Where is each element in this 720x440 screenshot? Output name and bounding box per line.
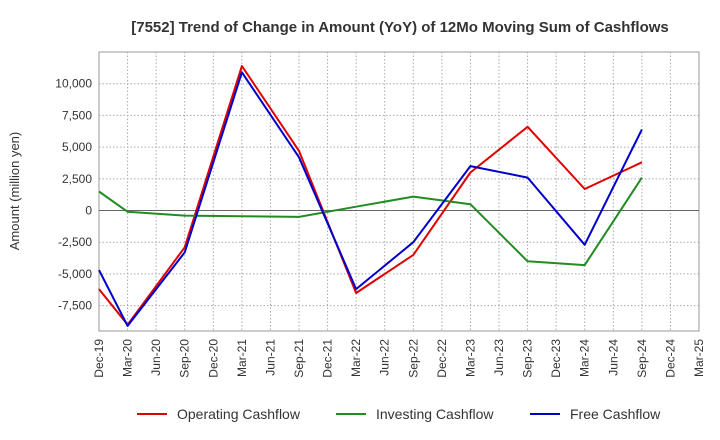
x-axis-tick-labels: Dec-19 Mar-20 Jun-20 Sep-20 Dec-20 Mar-21 Jun-… xyxy=(92,339,706,378)
legend-label: Free Cashflow xyxy=(570,406,661,422)
x-tick-label: Dec-23 xyxy=(549,339,563,378)
x-tick-label: Sep-24 xyxy=(635,339,649,378)
x-tick-label: Sep-22 xyxy=(406,339,420,378)
series-line-operating-cashflow xyxy=(98,65,643,326)
legend-label: Operating Cashflow xyxy=(177,406,301,422)
y-tick-label: 5,000 xyxy=(62,140,92,154)
x-tick-label: Dec-20 xyxy=(206,339,220,378)
x-tick-label: Jun-20 xyxy=(149,339,163,376)
x-tick-label: Mar-25 xyxy=(692,339,706,377)
x-tick-label: Mar-22 xyxy=(349,339,363,377)
series-line-investing-cashflow xyxy=(98,177,643,267)
plot-area xyxy=(98,51,700,332)
series-line-free-cashflow xyxy=(98,71,643,327)
legend-label: Investing Cashflow xyxy=(376,406,494,422)
y-axis-label: Amount (million yen) xyxy=(7,132,22,251)
x-tick-label: Sep-23 xyxy=(521,339,535,378)
x-tick-label: Jun-23 xyxy=(492,339,506,376)
x-tick-label: Mar-21 xyxy=(235,339,249,377)
y-tick-label: -7,500 xyxy=(58,299,92,313)
x-tick-label: Jun-21 xyxy=(263,339,277,376)
series-lines xyxy=(98,65,643,327)
y-axis-tick-labels: -7,500 -5,000 -2,500 0 2,500 5,000 7,500 10,000 xyxy=(55,77,92,313)
x-tick-label: Dec-24 xyxy=(663,339,677,378)
y-tick-label: -5,000 xyxy=(58,267,92,281)
x-tick-label: Dec-19 xyxy=(92,339,106,378)
x-tick-label: Sep-21 xyxy=(292,339,306,378)
y-tick-label: 2,500 xyxy=(62,172,92,186)
y-tick-label: 10,000 xyxy=(55,77,92,91)
legend: Operating Cashflow Investing Cashflow Free… xyxy=(137,406,661,422)
x-tick-label: Dec-21 xyxy=(321,339,335,378)
y-tick-label: -2,500 xyxy=(58,235,92,249)
y-tick-label: 7,500 xyxy=(62,108,92,122)
x-tick-label: Sep-20 xyxy=(178,339,192,378)
y-tick-label: 0 xyxy=(85,204,92,218)
x-tick-label: Mar-24 xyxy=(578,339,592,377)
x-tick-label: Jun-24 xyxy=(606,339,620,376)
x-tick-label: Mar-20 xyxy=(121,339,135,377)
vertical-gridlines xyxy=(127,52,671,331)
x-tick-label: Mar-23 xyxy=(463,339,477,377)
x-tick-label: Jun-22 xyxy=(378,339,392,376)
chart-title: [7552] Trend of Change in Amount (YoY) o… xyxy=(131,19,669,36)
x-tick-label: Dec-22 xyxy=(435,339,449,378)
